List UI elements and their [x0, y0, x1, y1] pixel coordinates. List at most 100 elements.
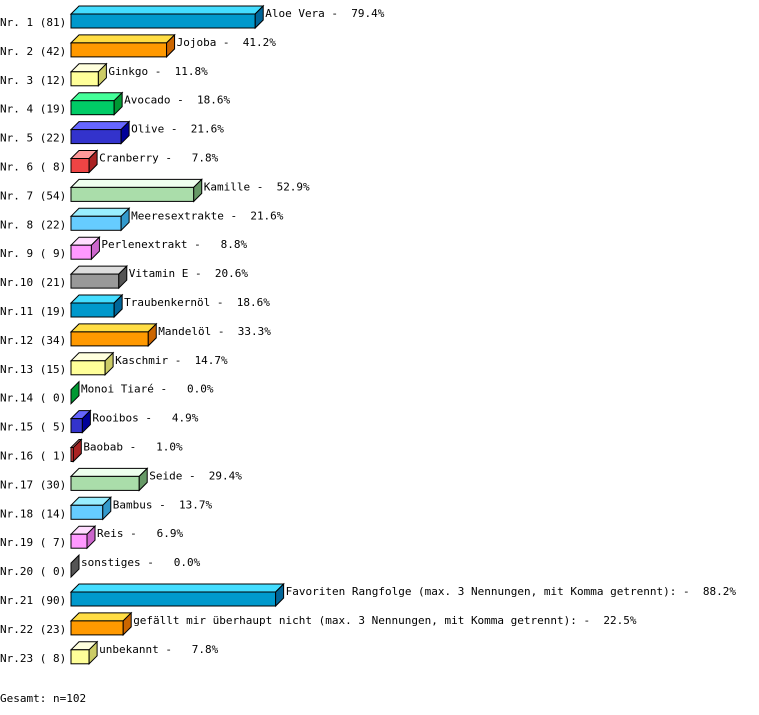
bar-side [88, 640, 98, 666]
data-label: Avocado - 18.6% [124, 94, 230, 107]
data-label: gefällt mir überhaupt nicht (max. 3 Nenn… [133, 614, 637, 627]
bar [70, 533, 88, 549]
data-label: Favoriten Rangfolge (max. 3 Nennungen, m… [286, 585, 737, 598]
row-label: Nr.10 (21) [0, 276, 66, 289]
row-label: Nr.22 (23) [0, 623, 66, 636]
bar-side [72, 438, 82, 463]
data-label: Aloe Vera - 79.4% [265, 7, 385, 20]
bar [70, 302, 115, 318]
data-label: Cranberry - 7.8% [99, 152, 219, 165]
bar-top [69, 294, 124, 304]
bar-side [86, 524, 96, 550]
bar [70, 649, 90, 665]
data-label: Meeresextrakte - 21.6% [131, 209, 284, 222]
bar [70, 186, 195, 202]
bar-side [118, 264, 128, 290]
bar-side [70, 553, 80, 579]
bar-side [97, 62, 107, 88]
row-label: Nr.17 (30) [0, 478, 66, 491]
bar-top [69, 467, 149, 477]
row-label: Nr. 4 (19) [0, 103, 66, 116]
row-label: Nr. 6 ( 8) [0, 161, 66, 174]
bar-top [69, 92, 124, 102]
bar-top [69, 207, 131, 217]
bar [70, 244, 92, 260]
row-label: Nr. 3 (12) [0, 74, 66, 87]
row-label: Nr.23 ( 8) [0, 652, 66, 665]
bar-top [69, 612, 133, 622]
bar [70, 129, 122, 145]
bar-side [113, 91, 123, 116]
bar [70, 158, 90, 173]
bar [70, 42, 168, 58]
bar-side [104, 351, 114, 377]
bar-side [166, 33, 176, 59]
bar [70, 273, 120, 289]
bar [70, 504, 104, 520]
row-label: Nr.14 ( 0) [0, 392, 66, 405]
data-label: Olive - 21.6% [131, 123, 224, 136]
row-label: Nr.19 ( 7) [0, 536, 66, 549]
bar-top [69, 34, 176, 44]
row-label: Nr. 5 (22) [0, 132, 66, 145]
row-label: Nr.20 ( 0) [0, 565, 66, 578]
row-label: Nr. 9 ( 9) [0, 247, 66, 260]
data-label: Bambus - 13.7% [113, 498, 213, 511]
data-label: Ginkgo - 11.8% [108, 65, 208, 78]
data-label: Traubenkernöl - 18.6% [124, 296, 270, 309]
total-count: Gesamt: n=102 [0, 692, 87, 705]
data-label: Rooibos - 4.9% [92, 412, 198, 425]
bar [70, 620, 124, 636]
bar-side [90, 235, 100, 261]
row-label: Nr. 2 (42) [0, 45, 66, 58]
data-label: Baobab - 1.0% [83, 441, 183, 454]
bar-side [70, 380, 80, 405]
bar-side [254, 4, 264, 30]
data-label: Vitamin E - 20.6% [129, 267, 249, 280]
bar-top [69, 121, 131, 131]
row-label: Nr.11 (19) [0, 305, 66, 318]
data-label: Mandelöl - 33.3% [158, 325, 271, 338]
bar [70, 360, 106, 376]
bar-side [138, 467, 148, 492]
bar [70, 100, 115, 116]
bar-side [275, 582, 285, 608]
row-label: Nr. 8 (22) [0, 218, 66, 231]
data-label: Jojoba - 41.2% [177, 36, 277, 49]
bar [70, 215, 122, 231]
bar-side [88, 149, 98, 174]
bar-side [147, 322, 157, 348]
bar [70, 71, 99, 87]
row-label: Nr.13 (15) [0, 363, 66, 376]
data-label: Kamille - 52.9% [204, 180, 310, 193]
bar-top [69, 178, 203, 188]
bar-side [120, 120, 130, 145]
data-label: unbekannt - 7.8% [99, 643, 219, 656]
bar [70, 13, 256, 29]
bar-top [69, 583, 285, 593]
row-label: Nr.21 (90) [0, 594, 66, 607]
bar [70, 331, 149, 347]
bar-side [120, 207, 130, 232]
bar [70, 418, 83, 434]
bar-top [69, 5, 265, 15]
bar-top [69, 323, 158, 333]
row-label: Nr.15 ( 5) [0, 421, 66, 434]
bar [70, 591, 277, 607]
row-label: Nr. 7 (54) [0, 189, 66, 202]
row-label: Nr.12 (34) [0, 334, 66, 347]
bar-side [81, 409, 91, 434]
bar [70, 475, 140, 491]
bar-side [113, 293, 123, 319]
data-label: sonstiges - 0.0% [81, 556, 201, 569]
data-label: Monoi Tiaré - 0.0% [81, 383, 214, 396]
data-label: Kaschmir - 14.7% [115, 354, 228, 367]
data-label: Seide - 29.4% [149, 469, 242, 482]
data-label: Perlenextrakt - 8.8% [101, 238, 247, 251]
row-label: Nr.18 (14) [0, 507, 66, 520]
data-label: Reis - 6.9% [97, 527, 183, 540]
bar-side [122, 611, 132, 637]
bar-top [69, 265, 128, 275]
row-label: Nr.16 ( 1) [0, 450, 66, 463]
